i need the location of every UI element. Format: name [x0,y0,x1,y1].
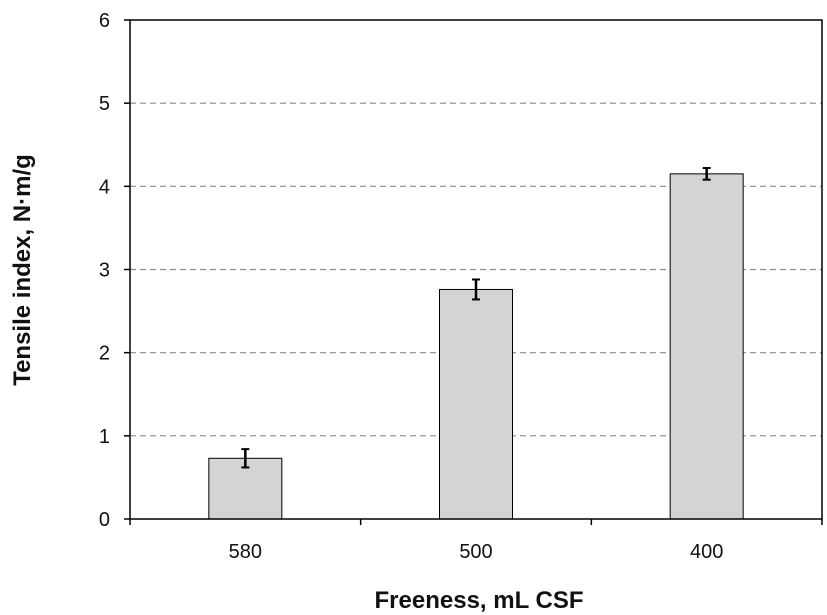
bar [669,173,744,520]
bars [208,167,744,520]
bar [439,288,513,520]
error-bar [241,448,250,469]
y-tick-labels: 0 1 2 3 4 5 6 [99,10,110,531]
y-tick-label: 0 [99,509,110,531]
y-tick-label: 3 [99,260,110,282]
y-tick-label: 1 [99,426,110,448]
error-bar [472,278,480,301]
x-tick-label: 400 [690,541,723,563]
y-tick-label: 2 [99,343,110,365]
y-tick-label: 4 [99,176,110,198]
y-tick-label: 5 [99,93,110,115]
x-tick-label: 500 [459,541,492,563]
axes [124,19,823,525]
x-tick-label: 580 [229,541,262,563]
error-bar [702,167,711,181]
x-tick-labels: 580 500 400 [229,541,724,563]
y-axis-title: Tensile index, N·m/g [9,154,36,386]
y-tick-label: 6 [99,10,110,32]
x-axis-title: Freeness, mL CSF [375,587,584,614]
